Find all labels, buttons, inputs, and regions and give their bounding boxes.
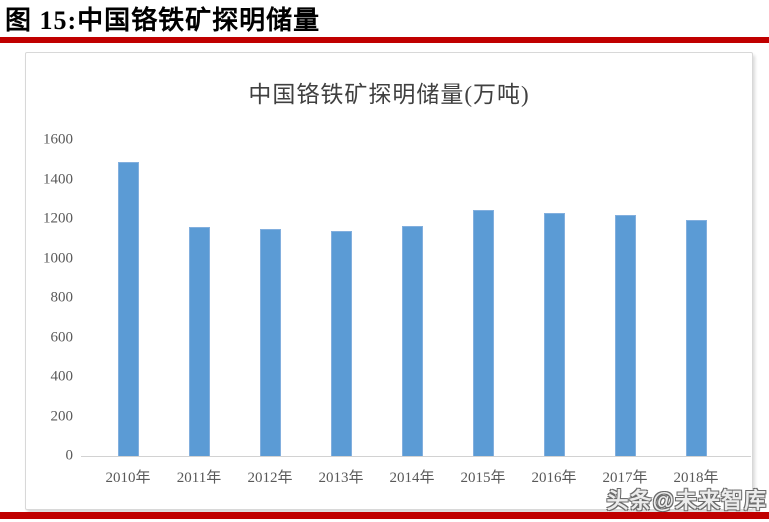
y-axis-tick-label: 1200 xyxy=(43,210,73,227)
y-axis-tick-label: 800 xyxy=(50,289,74,306)
x-axis-tick-label: 2017年 xyxy=(602,470,648,486)
bar-2015 xyxy=(472,210,494,456)
bar-2017 xyxy=(614,215,636,456)
y-axis-tick-label: 0 xyxy=(65,447,74,464)
bar-2013 xyxy=(330,231,352,456)
y-axis-tick-label: 600 xyxy=(50,329,74,345)
bar-2012 xyxy=(259,229,281,456)
x-axis-tick-label: 2011年 xyxy=(176,470,222,486)
watermark: 头条@未来智库 xyxy=(606,488,767,513)
figure-caption: 图 15:中国铬铁矿探明储量 xyxy=(5,6,321,35)
bar-2010 xyxy=(117,162,139,456)
y-axis-tick-label: 1400 xyxy=(43,171,73,187)
x-axis-tick-label: 2018年 xyxy=(673,470,719,486)
x-axis-tick-label: 2016年 xyxy=(531,470,577,486)
y-axis-tick-label: 400 xyxy=(50,368,74,385)
bar-2014 xyxy=(401,226,423,456)
y-axis-tick-label: 200 xyxy=(50,408,74,424)
x-axis-tick-label: 2013年 xyxy=(318,470,364,486)
y-axis-tick-label: 1600 xyxy=(43,131,73,148)
bottom-red-rule xyxy=(0,512,769,519)
bar-2016 xyxy=(543,213,565,456)
chart-card: 中国铬铁矿探明储量(万吨) 0 200 400 600 800 1000 1200 1400 1… xyxy=(25,52,753,510)
y-axis-tick-label: 1000 xyxy=(43,250,73,266)
top-red-rule xyxy=(0,37,769,43)
x-axis-line xyxy=(81,456,751,457)
chart-title: 中国铬铁矿探明储量(万吨) xyxy=(248,82,530,107)
x-axis-tick-label: 2015年 xyxy=(460,470,506,486)
x-axis-tick-label: 2014年 xyxy=(389,470,435,486)
bar-2011 xyxy=(188,227,210,456)
x-axis-tick-label: 2012年 xyxy=(247,470,293,486)
x-axis-tick-label: 2010年 xyxy=(105,470,151,486)
bar-2018 xyxy=(685,220,707,456)
